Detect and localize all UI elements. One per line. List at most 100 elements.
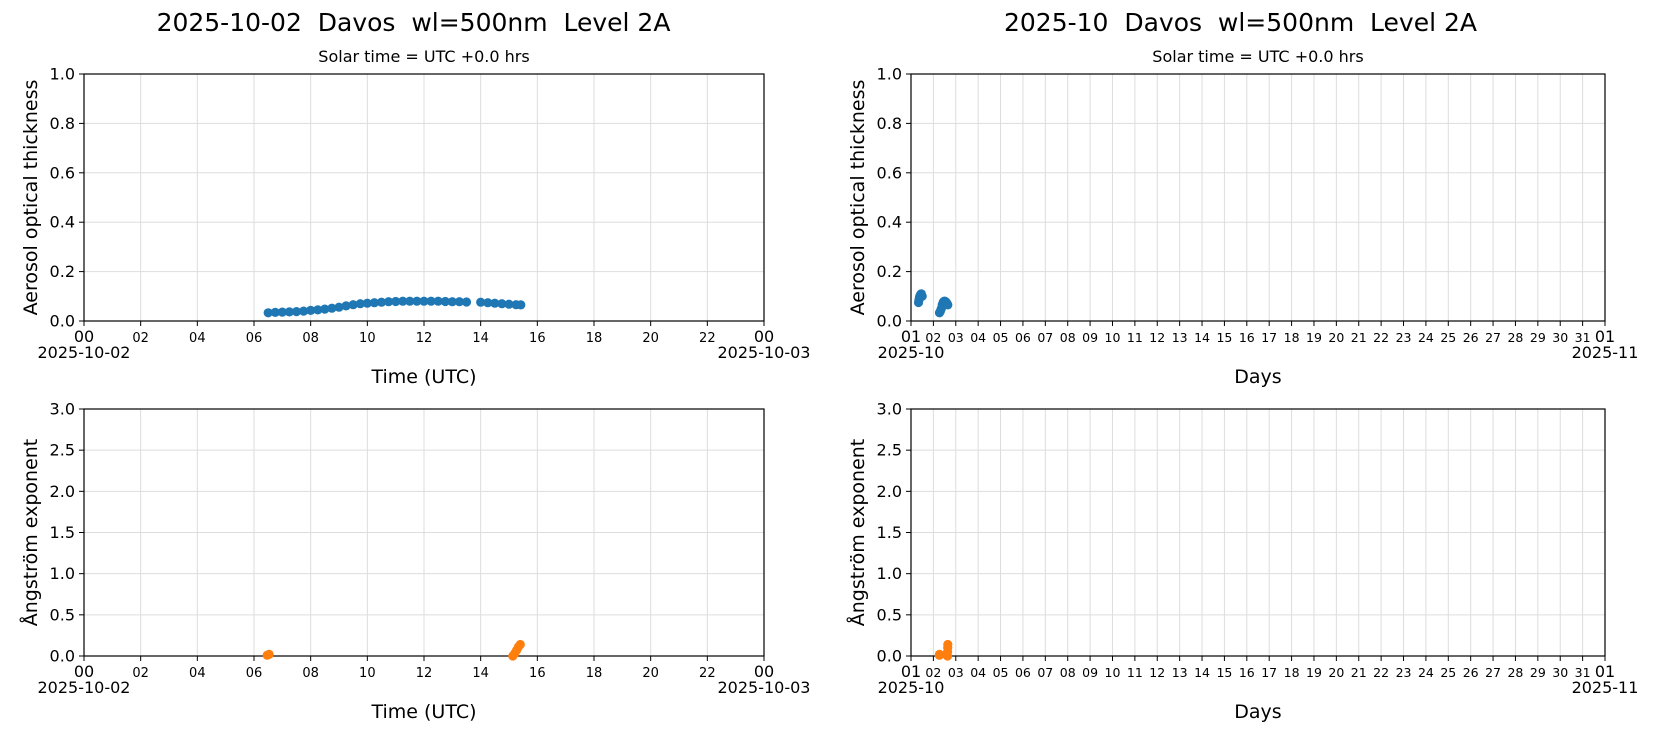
data-point	[419, 296, 429, 306]
x-tick-label: 21	[1351, 330, 1367, 345]
x-tick-label: 01	[1595, 662, 1615, 681]
data-point	[516, 300, 526, 310]
x-tick-label: 20	[642, 666, 659, 681]
x-tick-label: 01	[901, 327, 921, 346]
x-tick-label: 11	[1127, 330, 1143, 345]
data-point	[398, 296, 408, 306]
y-tick-label: 1.5	[877, 523, 902, 542]
x-tick-label: 20	[642, 331, 659, 346]
x-axis-label: Time (UTC)	[370, 701, 476, 723]
x-tick-label: 06	[246, 331, 263, 346]
data-point	[412, 296, 422, 306]
x-tick-label: 08	[302, 666, 319, 681]
x-tick-label: 30	[1552, 330, 1568, 345]
x-tick-label: 14	[472, 666, 489, 681]
x-tick-label: 12	[1149, 665, 1165, 680]
x-tick-label: 09	[1082, 665, 1098, 680]
x-tick-label: 02	[132, 331, 149, 346]
x-tick-label: 04	[970, 665, 986, 680]
data-point	[943, 300, 953, 310]
x-tick-label: 05	[993, 665, 1009, 680]
data-point	[313, 305, 323, 315]
x-tick-label: 02	[925, 665, 941, 680]
x-tick-label: 30	[1552, 665, 1568, 680]
y-tick-label: 2.5	[50, 441, 75, 460]
x-tick-label: 24	[1418, 665, 1434, 680]
x-tick-sublabel: 2025-10	[878, 343, 945, 362]
x-tick-label: 22	[1373, 665, 1389, 680]
y-tick-label: 1.0	[50, 564, 75, 583]
x-tick-label: 06	[1015, 665, 1031, 680]
x-tick-label: 13	[1172, 330, 1188, 345]
chart-subtitle: Solar time = UTC +0.0 hrs	[1152, 47, 1363, 66]
x-tick-label: 16	[1239, 665, 1255, 680]
y-axis-label: Ångström exponent	[846, 439, 869, 627]
x-tick-label: 27	[1485, 665, 1501, 680]
data-point	[299, 306, 309, 316]
x-tick-label: 13	[1172, 665, 1188, 680]
y-tick-label: 2.5	[877, 441, 902, 460]
data-point	[334, 302, 344, 312]
y-tick-label: 0.2	[50, 262, 75, 281]
x-tick-label: 12	[416, 666, 433, 681]
x-tick-label: 19	[1306, 330, 1322, 345]
x-tick-label: 00	[74, 327, 94, 346]
x-tick-label: 23	[1396, 330, 1412, 345]
x-tick-label: 25	[1440, 665, 1456, 680]
x-tick-sublabel: 2025-11	[1572, 343, 1639, 362]
x-tick-label: 20	[1328, 665, 1344, 680]
x-tick-label: 16	[529, 331, 546, 346]
data-point	[341, 301, 351, 311]
y-tick-label: 3.0	[50, 400, 75, 419]
x-tick-label: 11	[1127, 665, 1143, 680]
x-tick-label: 17	[1261, 665, 1277, 680]
data-point	[263, 308, 273, 318]
x-tick-label: 04	[189, 666, 206, 681]
y-tick-label: 0.8	[877, 114, 902, 133]
chart-subtitle: Solar time = UTC +0.0 hrs	[318, 47, 529, 66]
y-tick-label: 0.0	[50, 312, 75, 331]
y-tick-label: 2.0	[50, 482, 75, 501]
x-tick-label: 02	[132, 666, 149, 681]
data-point	[433, 296, 443, 306]
data-point	[934, 649, 945, 660]
y-tick-label: 3.0	[877, 400, 902, 419]
y-tick-label: 0.2	[877, 262, 902, 281]
plot-frame	[910, 73, 1606, 322]
x-tick-label: 27	[1485, 330, 1501, 345]
x-tick-label: 22	[1373, 330, 1389, 345]
right-panel-title: 2025-10 Davos wl=500nm Level 2A	[1003, 8, 1478, 37]
y-tick-label: 1.5	[50, 523, 75, 542]
x-tick-label: 06	[246, 666, 263, 681]
x-tick-label: 26	[1463, 665, 1479, 680]
x-tick-label: 31	[1575, 330, 1591, 345]
data-point	[447, 297, 457, 307]
x-tick-label: 14	[1194, 665, 1210, 680]
data-point	[483, 298, 493, 308]
y-axis-label: Ångström exponent	[19, 439, 42, 627]
x-tick-label: 26	[1463, 330, 1479, 345]
x-tick-label: 05	[993, 330, 1009, 345]
data-point	[405, 296, 415, 306]
data-point	[384, 297, 394, 307]
x-tick-label: 15	[1216, 665, 1232, 680]
y-tick-label: 1.0	[877, 65, 902, 84]
y-tick-label: 0.6	[50, 163, 75, 182]
x-tick-sublabel: 2025-11	[1572, 678, 1639, 697]
y-tick-label: 0.5	[50, 605, 75, 624]
x-tick-label: 03	[948, 330, 964, 345]
y-tick-label: 0.4	[50, 213, 75, 232]
x-tick-label: 04	[970, 330, 986, 345]
x-tick-label: 08	[1060, 665, 1076, 680]
y-tick-label: 0.6	[877, 163, 902, 182]
x-tick-sublabel: 2025-10-02	[38, 343, 131, 362]
x-tick-label: 01	[901, 662, 921, 681]
y-tick-label: 0.0	[877, 647, 902, 666]
x-tick-label: 07	[1037, 330, 1053, 345]
x-tick-label: 18	[1284, 665, 1300, 680]
x-tick-label: 12	[416, 331, 433, 346]
y-tick-label: 1.0	[50, 65, 75, 84]
x-tick-label: 15	[1216, 330, 1232, 345]
data-point	[355, 299, 365, 309]
